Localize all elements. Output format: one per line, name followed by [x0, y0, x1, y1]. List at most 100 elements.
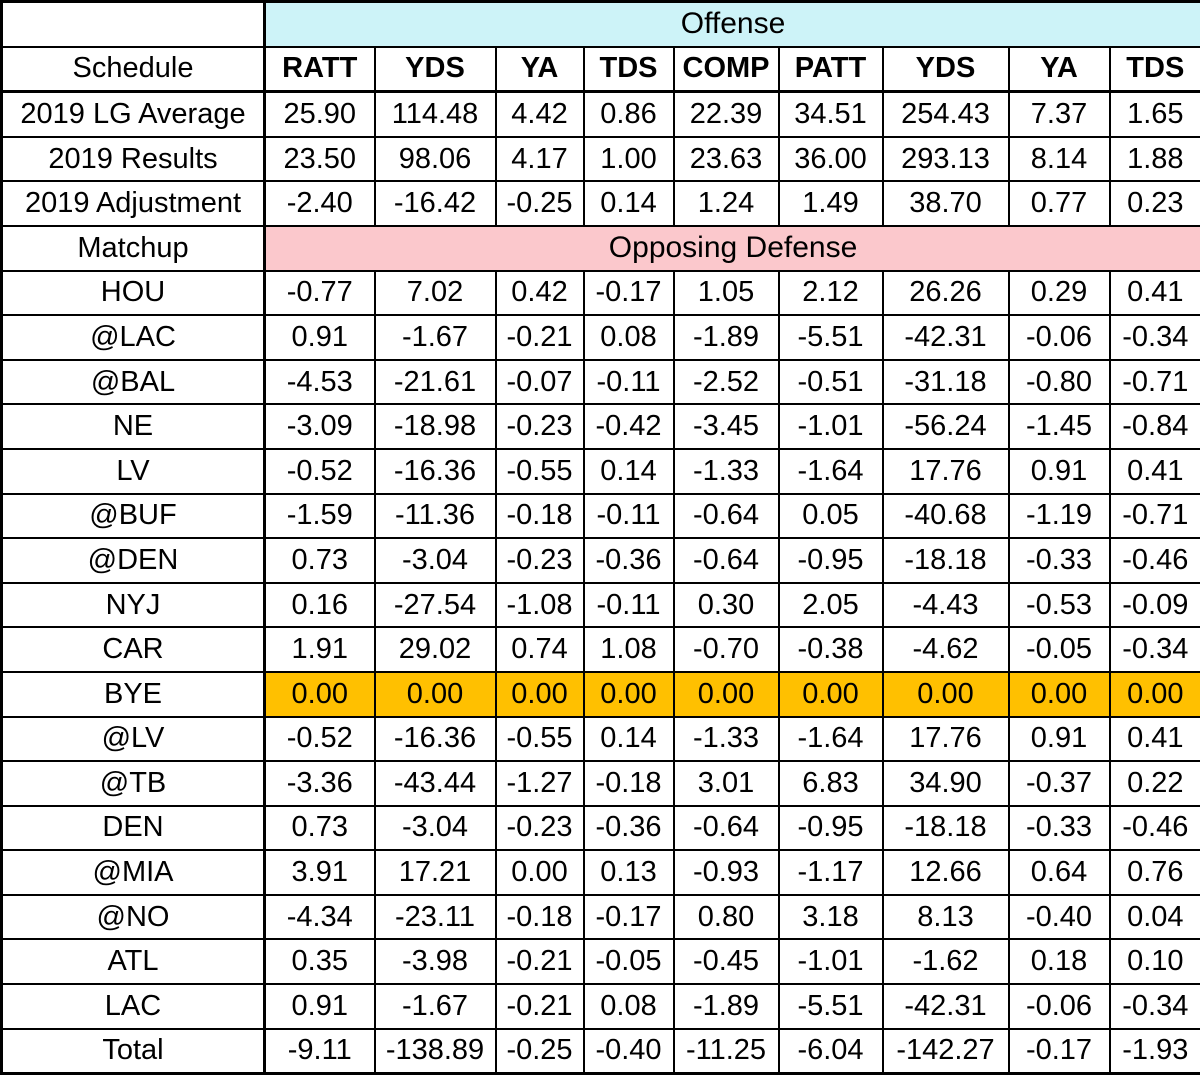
data-cell: 98.06	[373, 135, 497, 183]
data-cell: 0.00	[1007, 670, 1111, 718]
data-cell: -1.17	[777, 849, 884, 896]
data-cell: 36.00	[777, 135, 884, 183]
data-cell: -0.33	[1007, 537, 1111, 584]
data-cell: -4.43	[881, 581, 1010, 629]
offense-title-row: Offense	[0, 0, 1200, 48]
data-cell: -0.23	[494, 403, 585, 450]
data-cell: -0.34	[1108, 626, 1200, 673]
row-label: 2019 LG Average	[0, 90, 266, 138]
data-cell: 0.74	[494, 626, 585, 673]
data-cell: 0.00	[494, 670, 585, 718]
data-cell: 3.91	[263, 849, 376, 896]
data-cell: -0.33	[1007, 804, 1111, 852]
data-cell: 0.30	[672, 581, 780, 629]
table-row: 2019 LG Average 25.90 114.48 4.42 0.86 22.39 3…	[0, 90, 1200, 138]
data-cell: 0.10	[1108, 938, 1200, 986]
data-cell: 0.35	[263, 938, 376, 986]
data-cell: -0.70	[672, 626, 780, 673]
data-cell: 0.29	[1007, 269, 1111, 317]
data-cell: -18.98	[373, 403, 497, 450]
data-cell: 1.24	[672, 180, 780, 227]
opposing-defense-header: Opposing Defense	[263, 224, 1200, 272]
data-cell: -27.54	[373, 581, 497, 629]
data-cell: 0.00	[881, 670, 1010, 718]
table-row: @BUF -1.59 -11.36 -0.18 -0.11 -0.64 0.05 -40.68…	[0, 492, 1200, 540]
data-cell: -0.40	[1007, 893, 1111, 941]
data-cell: -138.89	[373, 1027, 497, 1075]
row-label: @DEN	[0, 537, 266, 584]
data-cell: -21.61	[373, 358, 497, 406]
data-cell: -0.06	[1007, 314, 1111, 361]
table-row: @DEN 0.73 -3.04 -0.23 -0.36 -0.64 -0.95 -18.18-…	[0, 537, 1200, 584]
data-cell: -0.84	[1108, 403, 1200, 450]
data-cell: -0.06	[1007, 983, 1111, 1030]
data-cell: 1.08	[582, 626, 675, 673]
col-header-rush-yds: YDS	[373, 45, 497, 94]
table-row: NYJ 0.16 -27.54 -1.08 -0.11 0.30 2.05 -4.43 -0.5…	[0, 581, 1200, 629]
table-row: @TB -3.36 -43.44 -1.27 -0.18 3.01 6.83 34.90 -0.…	[0, 760, 1200, 807]
data-cell: -0.93	[672, 849, 780, 896]
data-cell: -0.64	[672, 537, 780, 584]
data-cell: -0.17	[1007, 1027, 1111, 1075]
data-cell: 0.23	[1108, 180, 1200, 227]
data-cell: -0.51	[777, 358, 884, 406]
data-cell: 0.41	[1108, 715, 1200, 763]
data-cell: 0.08	[582, 983, 675, 1030]
data-cell: 0.64	[1007, 849, 1111, 896]
data-cell: 6.83	[777, 760, 884, 807]
data-cell: -9.11	[263, 1027, 376, 1075]
data-cell: -3.45	[672, 403, 780, 450]
data-cell: -0.05	[582, 938, 675, 986]
data-cell: -3.36	[263, 760, 376, 807]
data-cell: 0.86	[582, 90, 675, 138]
data-cell: 17.21	[373, 849, 497, 896]
data-cell: 0.91	[1007, 447, 1111, 495]
data-cell: 22.39	[672, 90, 780, 138]
data-cell: 0.04	[1108, 893, 1200, 941]
data-cell: -1.01	[777, 403, 884, 450]
data-cell: -56.24	[881, 403, 1010, 450]
row-label: @BAL	[0, 358, 266, 406]
data-cell: 0.14	[582, 447, 675, 495]
data-cell: -5.51	[777, 314, 884, 361]
data-cell: -1.89	[672, 314, 780, 361]
data-cell: -40.68	[881, 492, 1010, 540]
data-cell: -142.27	[881, 1027, 1010, 1075]
data-cell: 0.22	[1108, 760, 1200, 807]
data-cell: -0.95	[777, 804, 884, 852]
data-cell: 4.17	[494, 135, 585, 183]
data-cell: -0.71	[1108, 358, 1200, 406]
table-row: NE -3.09 -18.98 -0.23 -0.42 -3.45 -1.01 -56.24-…	[0, 403, 1200, 450]
data-cell: -1.01	[777, 938, 884, 986]
data-cell: -0.34	[1108, 314, 1200, 361]
data-cell: 1.00	[582, 135, 675, 183]
data-cell: 0.41	[1108, 447, 1200, 495]
data-cell: -16.36	[373, 447, 497, 495]
data-cell: 38.70	[881, 180, 1010, 227]
data-cell: 3.18	[777, 893, 884, 941]
data-cell: -1.33	[672, 447, 780, 495]
data-cell: -0.23	[494, 537, 585, 584]
data-cell: -0.11	[582, 492, 675, 540]
data-cell: 0.41	[1108, 269, 1200, 317]
data-cell: 1.05	[672, 269, 780, 317]
col-header-pass-yds: YDS	[881, 45, 1010, 94]
table-row: DEN 0.73 -3.04 -0.23 -0.36 -0.64 -0.95 -18.18 -0…	[0, 804, 1200, 852]
data-cell: 8.14	[1007, 135, 1111, 183]
data-cell: 0.00	[263, 670, 376, 718]
data-cell: -0.52	[263, 447, 376, 495]
col-header-rush-ya: YA	[494, 45, 585, 94]
data-cell: -0.36	[582, 537, 675, 584]
data-cell: 1.88	[1108, 135, 1200, 183]
data-cell: -1.45	[1007, 403, 1111, 450]
row-label: NYJ	[0, 581, 266, 629]
data-cell: -1.64	[777, 715, 884, 763]
data-cell: 0.00	[1108, 670, 1200, 718]
table-row: @MIA 3.91 17.21 0.00 0.13 -0.93 -1.17 12.66 0.64…	[0, 849, 1200, 896]
data-cell: 0.05	[777, 492, 884, 540]
data-cell: -0.18	[494, 492, 585, 540]
data-cell: -2.52	[672, 358, 780, 406]
table-row: @LAC 0.91 -1.67 -0.21 0.08 -1.89 -5.51 -42.31 -0…	[0, 314, 1200, 361]
table-row: HOU -0.77 7.02 0.42 -0.17 1.05 2.12 26.26 0.29 0.…	[0, 269, 1200, 317]
data-cell: -1.33	[672, 715, 780, 763]
